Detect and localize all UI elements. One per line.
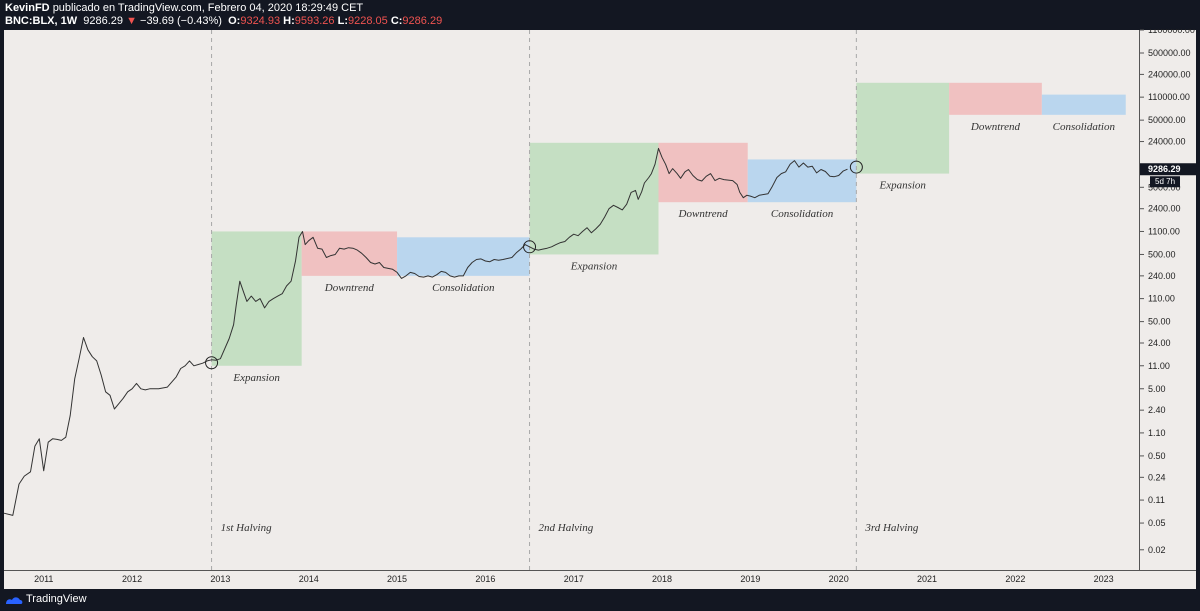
halving-label-3: 3rd Halving: [864, 522, 919, 534]
last-price-label: 9286.29: [1148, 164, 1181, 174]
y-tick-label: 0.24: [1148, 472, 1166, 482]
published-text: publicado en TradingView.com, Febrero 04…: [52, 2, 364, 14]
zone-label-downtrend-1: Downtrend: [324, 282, 375, 294]
y-tick-label: 1100000.00: [1148, 29, 1195, 35]
high-label: H:: [283, 15, 295, 27]
current-price: 9286.29: [83, 15, 123, 27]
zone-label-downtrend-4: Downtrend: [678, 208, 729, 220]
halving-marker-3: [849, 160, 863, 174]
zone-label-expansion-3: Expansion: [570, 260, 618, 272]
close-label: C:: [390, 15, 403, 27]
bar-countdown-label: 5d 7h: [1155, 177, 1175, 186]
zone-consolidation-8[interactable]: [1041, 94, 1126, 115]
halving-marker-2: [523, 240, 537, 254]
plot-area[interactable]: [4, 30, 1139, 570]
zone-label-consolidation-8: Consolidation: [1053, 121, 1116, 133]
price-chart[interactable]: Expansion Downtrend Consolidation Expansion…: [0, 29, 1200, 589]
time-axis[interactable]: [4, 571, 1196, 589]
open-label: O:: [228, 15, 241, 27]
tradingview-brand[interactable]: TradingView: [26, 593, 87, 605]
halving-marker-1: [205, 356, 219, 370]
close-value: 9286.29: [402, 15, 443, 27]
y-tick-label: 24000.00: [1148, 137, 1186, 147]
y-tick-label: 11.00: [1148, 361, 1170, 371]
zone-consolidation-2[interactable]: [397, 237, 530, 276]
y-tick-label: 0.02: [1148, 545, 1166, 555]
x-tick-label: 2013: [210, 574, 230, 584]
price-change: −39.69 (−0.43%): [140, 15, 222, 27]
x-tick-label: 2015: [387, 574, 407, 584]
zone-expansion-6[interactable]: [856, 82, 950, 174]
y-tick-label: 240.00: [1148, 271, 1176, 281]
open-value: 9324.93: [240, 15, 281, 27]
y-tick-label: 500000.00: [1148, 48, 1191, 58]
zone-expansion-3[interactable]: [529, 142, 659, 255]
y-tick-label: 50000.00: [1148, 115, 1186, 125]
x-tick-label: 2016: [475, 574, 495, 584]
zone-downtrend-1[interactable]: [301, 231, 398, 276]
zone-label-expansion-6: Expansion: [878, 180, 926, 192]
low-value: 9228.05: [347, 15, 388, 27]
x-tick-label: 2012: [122, 574, 142, 584]
y-tick-label: 110000.00: [1148, 92, 1190, 102]
x-tick-label: 2014: [299, 574, 319, 584]
low-label: L:: [337, 15, 348, 27]
x-tick-label: 2023: [1094, 574, 1114, 584]
symbol-legend: BNC:BLX, 1W 9286.29 ▼ −39.69 (−0.43%) O:…: [5, 15, 442, 27]
x-tick-label: 2011: [34, 574, 53, 584]
price-series-line[interactable]: [3, 147, 848, 516]
zone-consolidation-5[interactable]: [747, 159, 857, 203]
last-price-tag: [1140, 163, 1196, 176]
zone-label-consolidation-2: Consolidation: [432, 282, 495, 294]
y-tick-label: 110.00: [1148, 294, 1175, 304]
high-value: 9593.26: [294, 15, 335, 27]
halving-label-1: 1st Halving: [221, 522, 273, 534]
y-tick-label: 0.50: [1148, 451, 1166, 461]
y-tick-label: 2400.00: [1148, 204, 1181, 214]
y-tick-label: 500.00: [1148, 249, 1176, 259]
author-name[interactable]: KevinFD: [5, 2, 50, 14]
y-tick-label: 24.00: [1148, 338, 1171, 348]
zone-downtrend-7[interactable]: [949, 82, 1042, 115]
price-axis[interactable]: [1140, 30, 1196, 570]
y-tick-label: 0.05: [1148, 518, 1166, 528]
zone-downtrend-4[interactable]: [658, 142, 748, 203]
countdown-tag: [1150, 176, 1180, 188]
chart-header: KevinFD publicado en TradingView.com, Fe…: [0, 0, 1200, 30]
halving-label-2: 2nd Halving: [539, 522, 594, 534]
down-arrow-icon: ▼: [126, 15, 137, 27]
publish-info: KevinFD publicado en TradingView.com, Fe…: [5, 2, 363, 14]
y-tick-label: 50.00: [1148, 317, 1171, 327]
y-tick-label: 240000.00: [1148, 69, 1191, 79]
y-tick-label: 5.00: [1148, 384, 1166, 394]
tradingview-logo-icon[interactable]: [4, 594, 24, 606]
zone-label-downtrend-7: Downtrend: [970, 121, 1021, 133]
footer-bar: TradingView: [0, 589, 1200, 611]
zone-expansion-0[interactable]: [211, 231, 302, 366]
y-tick-label: 0.11: [1148, 495, 1165, 505]
y-tick-label: 1.10: [1148, 428, 1166, 438]
x-tick-label: 2018: [652, 574, 672, 584]
y-tick-label: 5000.00: [1148, 182, 1181, 192]
x-tick-label: 2019: [740, 574, 760, 584]
symbol-name[interactable]: BNC:BLX, 1W: [5, 15, 78, 27]
x-tick-label: 2020: [829, 574, 849, 584]
y-tick-label: 1100.00: [1148, 226, 1180, 236]
zone-label-consolidation-5: Consolidation: [771, 208, 834, 220]
x-tick-label: 2021: [917, 574, 937, 584]
y-tick-label: 2.40: [1148, 405, 1166, 415]
zone-label-expansion-0: Expansion: [232, 372, 280, 384]
x-tick-label: 2022: [1005, 574, 1025, 584]
x-tick-label: 2017: [564, 574, 584, 584]
